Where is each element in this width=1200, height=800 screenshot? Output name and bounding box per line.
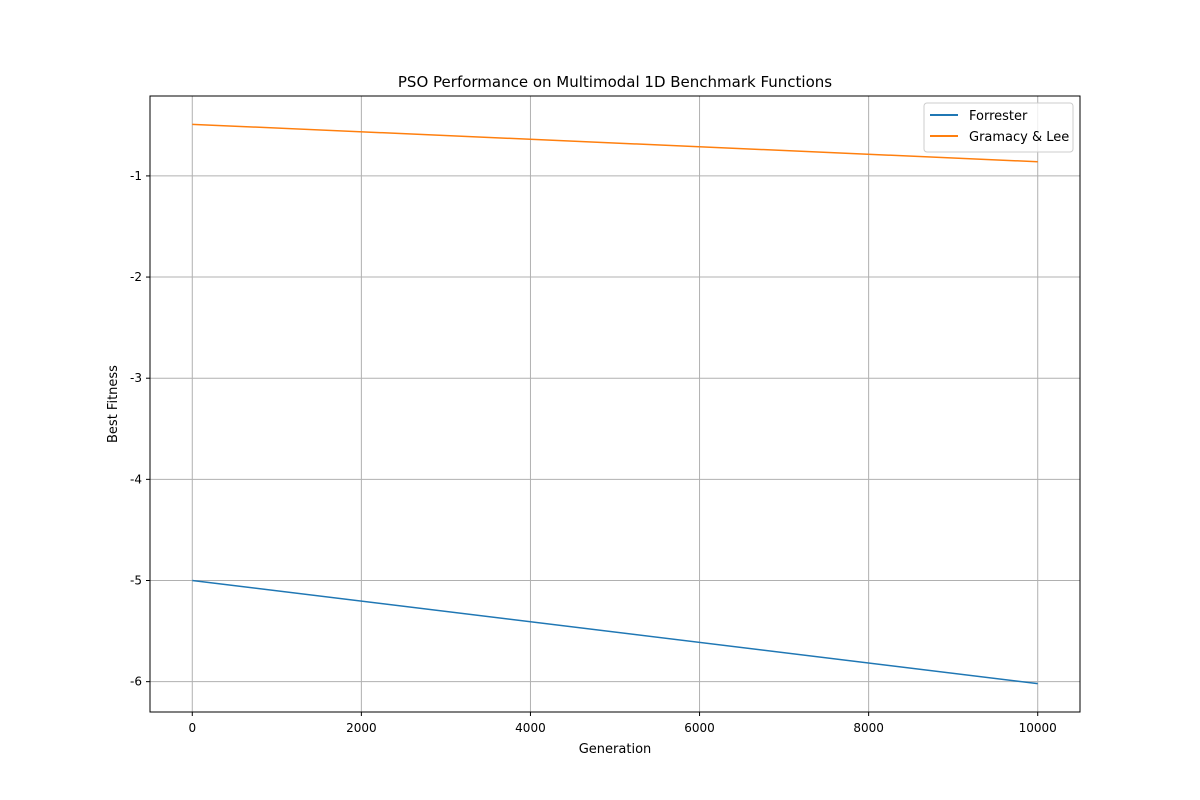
x-tick-label: 8000 [853, 721, 884, 735]
y-tick-label: -2 [130, 270, 142, 284]
series-line-gramacy-lee [192, 123, 1038, 163]
x-axis-ticks: 0 2000 4000 6000 8000 10000 [188, 712, 1057, 735]
x-tick-label: 6000 [684, 721, 715, 735]
y-tick-label: -1 [130, 169, 142, 183]
series-lines [192, 123, 1038, 685]
legend: Forrester Gramacy & Lee [923, 102, 1074, 153]
legend-box [923, 102, 1074, 153]
series-line-forrester [192, 579, 1038, 685]
plot-area [149, 95, 1081, 713]
y-axis-ticks: -6 -5 -4 -3 -2 -1 [130, 169, 150, 689]
y-axis-label: Best Fitness [106, 365, 121, 443]
x-tick-label: 10000 [1019, 721, 1057, 735]
x-tick-label: 2000 [346, 721, 377, 735]
x-tick-label: 0 [188, 721, 196, 735]
x-tick-label: 4000 [515, 721, 546, 735]
legend-label-gramacy-lee: Gramacy & Lee [969, 130, 1069, 145]
grid [150, 96, 1080, 712]
chart-title: PSO Performance on Multimodal 1D Benchma… [398, 73, 832, 91]
y-tick-label: -3 [130, 371, 142, 385]
legend-items: Forrester Gramacy & Lee [930, 109, 1069, 145]
y-tick-label: -6 [130, 675, 142, 689]
y-tick-label: -4 [130, 472, 142, 486]
legend-label-forrester: Forrester [969, 109, 1028, 124]
y-tick-label: -5 [130, 574, 142, 588]
x-axis-label: Generation [579, 742, 652, 757]
